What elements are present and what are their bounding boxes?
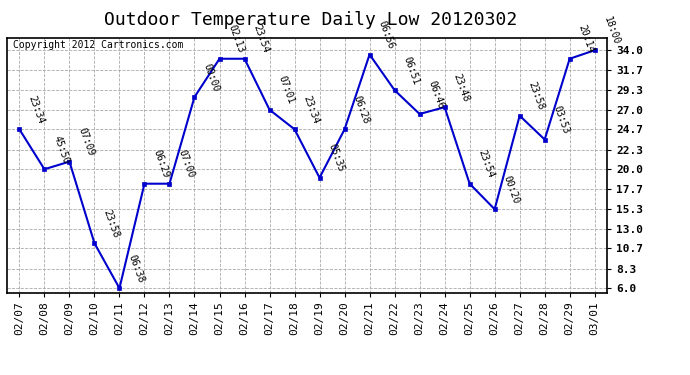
Text: 45:50: 45:50 bbox=[51, 134, 71, 165]
Text: 05:35: 05:35 bbox=[326, 142, 346, 174]
Text: 23:34: 23:34 bbox=[302, 94, 321, 125]
Text: 06:51: 06:51 bbox=[402, 55, 421, 86]
Text: 00:20: 00:20 bbox=[502, 174, 521, 205]
Text: 06:56: 06:56 bbox=[377, 19, 396, 50]
Text: 06:38: 06:38 bbox=[126, 253, 146, 284]
Text: Outdoor Temperature Daily Low 20120302: Outdoor Temperature Daily Low 20120302 bbox=[104, 11, 517, 29]
Text: 03:53: 03:53 bbox=[551, 104, 571, 135]
Text: 23:54: 23:54 bbox=[251, 24, 271, 55]
Text: 06:28: 06:28 bbox=[351, 94, 371, 125]
Text: 07:00: 07:00 bbox=[177, 148, 196, 180]
Text: 23:54: 23:54 bbox=[477, 148, 496, 180]
Text: 23:34: 23:34 bbox=[26, 94, 46, 125]
Text: 07:09: 07:09 bbox=[77, 126, 96, 158]
Text: 23:58: 23:58 bbox=[526, 81, 546, 111]
Text: Copyright 2012 Cartronics.com: Copyright 2012 Cartronics.com bbox=[13, 40, 184, 50]
Text: 18:00: 18:00 bbox=[602, 15, 621, 46]
Text: 02:13: 02:13 bbox=[226, 24, 246, 55]
Text: 06:46: 06:46 bbox=[426, 79, 446, 110]
Text: 20:14: 20:14 bbox=[577, 24, 596, 55]
Text: 07:01: 07:01 bbox=[277, 75, 296, 106]
Text: 23:58: 23:58 bbox=[101, 208, 121, 239]
Text: 00:00: 00:00 bbox=[201, 62, 221, 93]
Text: 06:29: 06:29 bbox=[151, 148, 171, 180]
Text: 23:48: 23:48 bbox=[451, 72, 471, 103]
